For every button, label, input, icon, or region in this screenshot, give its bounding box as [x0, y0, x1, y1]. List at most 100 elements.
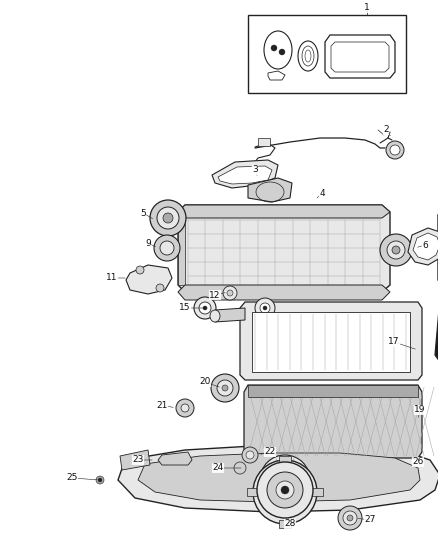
Circle shape: [273, 468, 297, 492]
Circle shape: [194, 297, 216, 319]
Circle shape: [154, 235, 180, 261]
Circle shape: [199, 302, 211, 314]
Bar: [279, 520, 291, 528]
Text: 27: 27: [364, 515, 376, 524]
Circle shape: [253, 460, 317, 524]
Ellipse shape: [298, 41, 318, 71]
Text: 28: 28: [284, 520, 296, 529]
Polygon shape: [120, 450, 150, 470]
Bar: [279, 456, 291, 464]
Circle shape: [150, 200, 186, 236]
Circle shape: [242, 447, 258, 463]
Polygon shape: [215, 308, 245, 322]
Circle shape: [392, 246, 400, 254]
Bar: [248, 15, 406, 93]
Circle shape: [276, 481, 294, 499]
Polygon shape: [268, 71, 285, 80]
Text: 12: 12: [209, 290, 221, 300]
Polygon shape: [138, 453, 420, 502]
Text: 20: 20: [199, 377, 211, 386]
Circle shape: [96, 476, 104, 484]
Text: 26: 26: [412, 457, 424, 466]
Ellipse shape: [210, 310, 220, 322]
Polygon shape: [325, 35, 395, 78]
Text: 5: 5: [140, 208, 146, 217]
Polygon shape: [218, 166, 272, 184]
Bar: [258, 138, 270, 146]
Polygon shape: [126, 265, 172, 294]
Circle shape: [343, 511, 357, 525]
Bar: [311, 488, 323, 496]
Circle shape: [338, 506, 362, 530]
Text: 6: 6: [422, 240, 428, 249]
Circle shape: [211, 374, 239, 402]
Text: 11: 11: [106, 273, 118, 282]
Circle shape: [263, 306, 267, 310]
Ellipse shape: [302, 46, 314, 66]
Polygon shape: [212, 160, 278, 188]
Circle shape: [281, 486, 289, 494]
Circle shape: [347, 515, 353, 521]
Circle shape: [203, 306, 207, 310]
Text: 17: 17: [388, 337, 400, 346]
Polygon shape: [240, 302, 422, 380]
Polygon shape: [408, 228, 438, 265]
Circle shape: [160, 241, 174, 255]
Text: 3: 3: [252, 166, 258, 174]
Text: 25: 25: [66, 473, 78, 482]
Circle shape: [163, 213, 173, 223]
Circle shape: [222, 385, 228, 391]
Text: 22: 22: [265, 448, 276, 456]
Polygon shape: [413, 233, 438, 260]
Text: 9: 9: [145, 238, 151, 247]
Circle shape: [181, 404, 189, 412]
Text: 23: 23: [132, 456, 144, 464]
Circle shape: [217, 380, 233, 396]
Circle shape: [380, 234, 412, 266]
Polygon shape: [244, 385, 422, 458]
Circle shape: [157, 207, 179, 229]
Circle shape: [263, 470, 307, 514]
Polygon shape: [178, 285, 390, 300]
Circle shape: [227, 290, 233, 296]
Polygon shape: [435, 298, 438, 362]
Bar: [247, 488, 259, 496]
Bar: [252, 312, 410, 372]
Circle shape: [234, 462, 246, 474]
Circle shape: [271, 45, 277, 51]
Circle shape: [257, 462, 313, 518]
Text: 21: 21: [156, 400, 168, 409]
Circle shape: [255, 298, 275, 318]
Text: 2: 2: [383, 125, 389, 134]
Circle shape: [390, 145, 400, 155]
Circle shape: [223, 286, 237, 300]
Polygon shape: [158, 452, 192, 465]
Text: 4: 4: [319, 189, 325, 198]
Polygon shape: [178, 205, 390, 292]
Text: 1: 1: [364, 4, 370, 12]
Circle shape: [279, 49, 285, 55]
Text: 24: 24: [212, 464, 224, 472]
Circle shape: [280, 475, 290, 485]
Polygon shape: [248, 178, 292, 202]
Circle shape: [260, 455, 310, 505]
Circle shape: [156, 284, 164, 292]
Polygon shape: [178, 205, 390, 218]
Ellipse shape: [305, 50, 311, 62]
Text: 15: 15: [179, 303, 191, 312]
Circle shape: [136, 266, 144, 274]
Circle shape: [273, 480, 297, 504]
Circle shape: [387, 241, 405, 259]
Circle shape: [260, 303, 270, 313]
Bar: [248, 385, 418, 397]
Polygon shape: [118, 445, 438, 512]
Circle shape: [176, 399, 194, 417]
Circle shape: [267, 472, 303, 508]
Circle shape: [280, 487, 290, 497]
Bar: [178, 218, 185, 285]
Circle shape: [386, 141, 404, 159]
Ellipse shape: [264, 31, 292, 69]
Polygon shape: [331, 42, 389, 72]
Circle shape: [98, 478, 102, 482]
Circle shape: [246, 451, 254, 459]
